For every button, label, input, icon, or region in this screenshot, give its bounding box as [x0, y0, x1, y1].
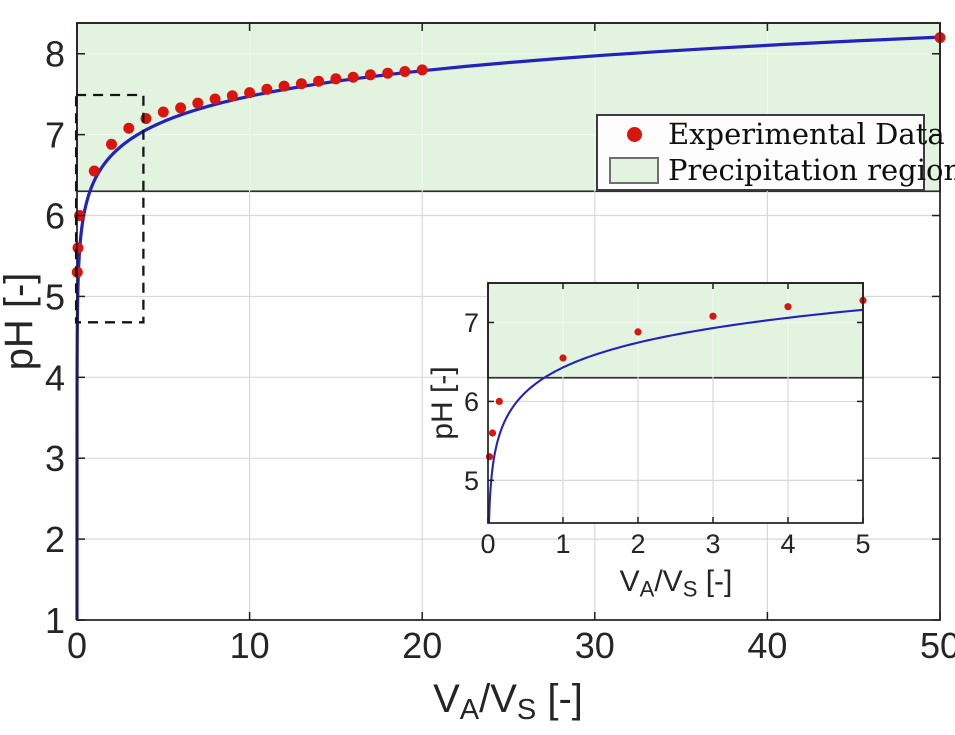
- legend-label-experimental-data: Experimental Data: [668, 116, 945, 151]
- axes-border: [487, 282, 864, 524]
- x-tick-label: 2: [630, 529, 645, 559]
- data-point: [330, 73, 342, 85]
- y-tick-label: 5: [464, 466, 479, 496]
- x-tick-label: 3: [705, 529, 720, 559]
- data-point: [140, 113, 152, 124]
- x-tick-label: 20: [402, 625, 442, 666]
- data-point: [157, 106, 169, 118]
- data-point: [72, 242, 84, 254]
- y-axis-label: pH [-]: [0, 273, 41, 371]
- x-tick-label: 30: [575, 625, 615, 666]
- legend-marker-cell: [605, 157, 663, 185]
- data-point: [495, 397, 503, 405]
- y-tick-label: 1: [45, 600, 65, 641]
- y-tick-label: 5: [45, 276, 65, 317]
- data-point: [382, 67, 394, 79]
- x-axis-label: VA/VS [-]: [433, 677, 583, 726]
- data-point: [175, 102, 187, 114]
- y-tick-label: 8: [45, 34, 65, 75]
- x-tick-label: 50: [920, 625, 955, 666]
- y-tick-label: 4: [45, 357, 65, 398]
- y-axis-label: pH [-]: [426, 366, 459, 439]
- data-point: [278, 80, 290, 92]
- y-tick-label: 7: [45, 115, 65, 156]
- y-tick-label: 3: [45, 438, 65, 479]
- x-tick-label: 0: [67, 625, 87, 666]
- y-tick-label: 6: [45, 195, 65, 236]
- data-point: [364, 69, 376, 81]
- data-point: [784, 303, 792, 311]
- green-box-marker: [609, 157, 659, 185]
- zoom-box: [74, 93, 145, 324]
- x-tick-label: 40: [747, 625, 787, 666]
- red-dot-marker: [626, 126, 642, 142]
- data-point: [88, 165, 100, 177]
- data-point: [485, 453, 494, 461]
- legend-item-precipitation-region: Precipitation region: [598, 153, 955, 189]
- data-point: [488, 429, 497, 437]
- x-tick-label: 10: [230, 625, 270, 666]
- data-point: [261, 83, 273, 95]
- data-point: [634, 328, 642, 336]
- x-tick-label: 5: [855, 529, 870, 559]
- y-tick-label: 2: [45, 519, 65, 560]
- data-point: [244, 87, 256, 99]
- data-point: [709, 312, 717, 320]
- x-tick-label: 0: [480, 529, 495, 559]
- y-tick-label: 7: [464, 308, 479, 338]
- inset-plot: 0 1 2 3 4 5 5 6 7 VA/VS [-] pH [-]: [426, 282, 871, 601]
- data-point: [209, 93, 221, 105]
- precipitation-region: [487, 282, 864, 379]
- data-point: [295, 78, 307, 90]
- model-curve: [487, 308, 864, 524]
- data-point: [192, 97, 204, 109]
- data-point: [399, 66, 411, 77]
- legend-label-precipitation-region: Precipitation region: [668, 153, 955, 188]
- y-tick-label: 6: [464, 387, 479, 417]
- data-point: [226, 90, 238, 102]
- data-point: [347, 71, 359, 83]
- x-axis-label: VA/VS [-]: [620, 565, 733, 601]
- data-point: [559, 354, 567, 362]
- data-point: [106, 138, 117, 150]
- data-point: [123, 122, 135, 134]
- data-point: [416, 64, 428, 76]
- x-tick-label: 4: [780, 529, 795, 559]
- legend: Experimental Data Precipitation region: [596, 114, 955, 191]
- data-point: [313, 75, 325, 87]
- legend-item-experimental-data: Experimental Data: [598, 116, 945, 152]
- legend-marker-cell: [605, 126, 663, 142]
- x-tick-label: 1: [555, 529, 570, 559]
